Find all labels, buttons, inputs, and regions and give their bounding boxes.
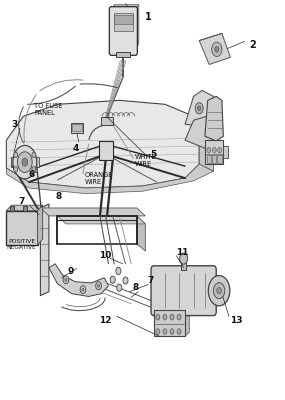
Bar [181,258,186,270]
Bar [116,52,130,56]
Bar [223,146,229,158]
Polygon shape [199,33,230,64]
Circle shape [195,103,203,114]
Polygon shape [40,204,49,296]
Text: 4: 4 [73,144,79,153]
Bar [10,206,14,211]
Bar [212,154,216,162]
Circle shape [198,106,201,111]
Bar [113,14,133,30]
Text: 10: 10 [99,250,112,260]
Polygon shape [40,208,145,216]
Circle shape [13,145,37,179]
Circle shape [212,42,222,56]
Circle shape [177,329,181,334]
Polygon shape [185,306,189,336]
Circle shape [212,147,216,153]
Circle shape [123,277,128,284]
Text: 11: 11 [176,248,188,257]
Circle shape [82,288,84,291]
FancyBboxPatch shape [109,7,137,55]
FancyBboxPatch shape [151,266,216,316]
Circle shape [116,267,121,274]
Text: 9: 9 [68,267,74,276]
Polygon shape [185,114,219,148]
Text: 13: 13 [230,316,242,325]
Text: 5: 5 [151,150,157,159]
Circle shape [96,282,101,290]
Bar [101,117,113,125]
Circle shape [156,314,160,320]
Circle shape [163,329,167,334]
Bar [217,154,222,162]
Circle shape [117,284,122,291]
Polygon shape [111,5,139,10]
Circle shape [80,286,86,294]
Polygon shape [185,90,216,126]
Bar [207,154,211,162]
Circle shape [110,276,115,283]
Text: 12: 12 [99,316,112,325]
Text: 7: 7 [19,198,25,206]
Text: POSITIVE: POSITIVE [8,239,35,244]
Text: NEGATIVE: NEGATIVE [7,244,36,250]
Circle shape [177,314,181,320]
Circle shape [14,166,18,172]
Text: TO FUSE
PANEL: TO FUSE PANEL [34,103,62,116]
Bar [33,157,39,167]
Bar [71,123,83,133]
Text: ORANGE
WIRE: ORANGE WIRE [84,172,113,184]
Circle shape [207,147,211,153]
Polygon shape [137,216,145,251]
Bar [6,211,38,245]
Polygon shape [6,100,199,188]
Text: 8: 8 [56,192,62,200]
Bar [154,310,185,336]
Polygon shape [135,5,139,48]
Bar [205,140,223,164]
Circle shape [97,284,100,287]
Bar [113,15,133,24]
Bar [72,124,82,132]
Circle shape [17,152,32,172]
Text: 6: 6 [28,170,34,178]
Circle shape [215,46,219,52]
Bar [23,206,27,211]
Circle shape [22,158,28,166]
Circle shape [213,283,225,299]
Text: 3: 3 [11,120,17,129]
Circle shape [217,288,221,294]
Circle shape [170,329,174,334]
Circle shape [170,314,174,320]
Polygon shape [205,96,223,141]
Circle shape [14,152,18,158]
Polygon shape [6,164,213,194]
Text: 2: 2 [250,40,256,50]
Polygon shape [57,216,145,224]
Circle shape [32,152,36,158]
Bar [11,157,16,167]
Circle shape [156,329,160,334]
Circle shape [32,166,36,172]
Polygon shape [49,264,109,296]
Text: 7: 7 [148,276,154,285]
Circle shape [180,253,188,264]
Polygon shape [38,205,43,245]
Circle shape [63,276,69,284]
Text: 8: 8 [132,283,139,292]
Text: WHITE
WIRE: WHITE WIRE [135,154,156,167]
Circle shape [163,314,167,320]
Bar [99,141,113,160]
Text: 1: 1 [145,12,152,22]
Polygon shape [6,205,43,211]
Polygon shape [199,136,213,171]
Circle shape [208,276,230,306]
Circle shape [65,278,67,281]
Circle shape [218,147,222,153]
